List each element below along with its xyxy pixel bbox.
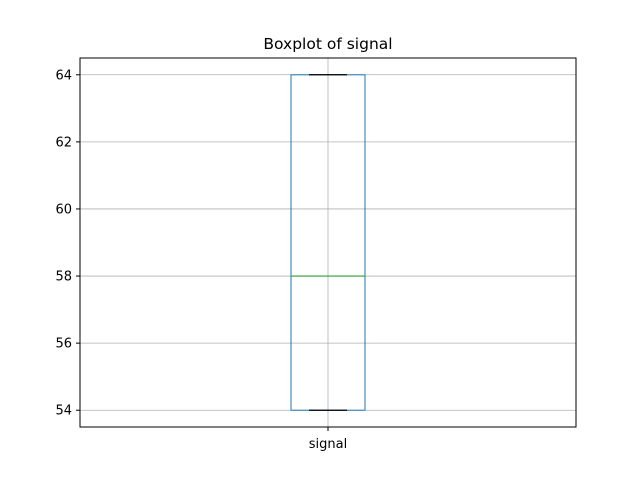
y-tick-label: 58 bbox=[55, 270, 72, 285]
box-layer bbox=[290, 74, 366, 411]
axis-layer: 54 56 58 60 62 64 signal bbox=[55, 57, 577, 452]
y-tick-label: 62 bbox=[55, 135, 72, 150]
y-tick-label: 54 bbox=[55, 404, 72, 419]
x-tick-label: signal bbox=[309, 437, 347, 452]
chart-title: Boxplot of signal bbox=[263, 35, 392, 53]
y-tick-label: 60 bbox=[55, 202, 72, 217]
y-tick-label: 64 bbox=[55, 68, 72, 83]
y-tick-label: 56 bbox=[55, 337, 72, 352]
